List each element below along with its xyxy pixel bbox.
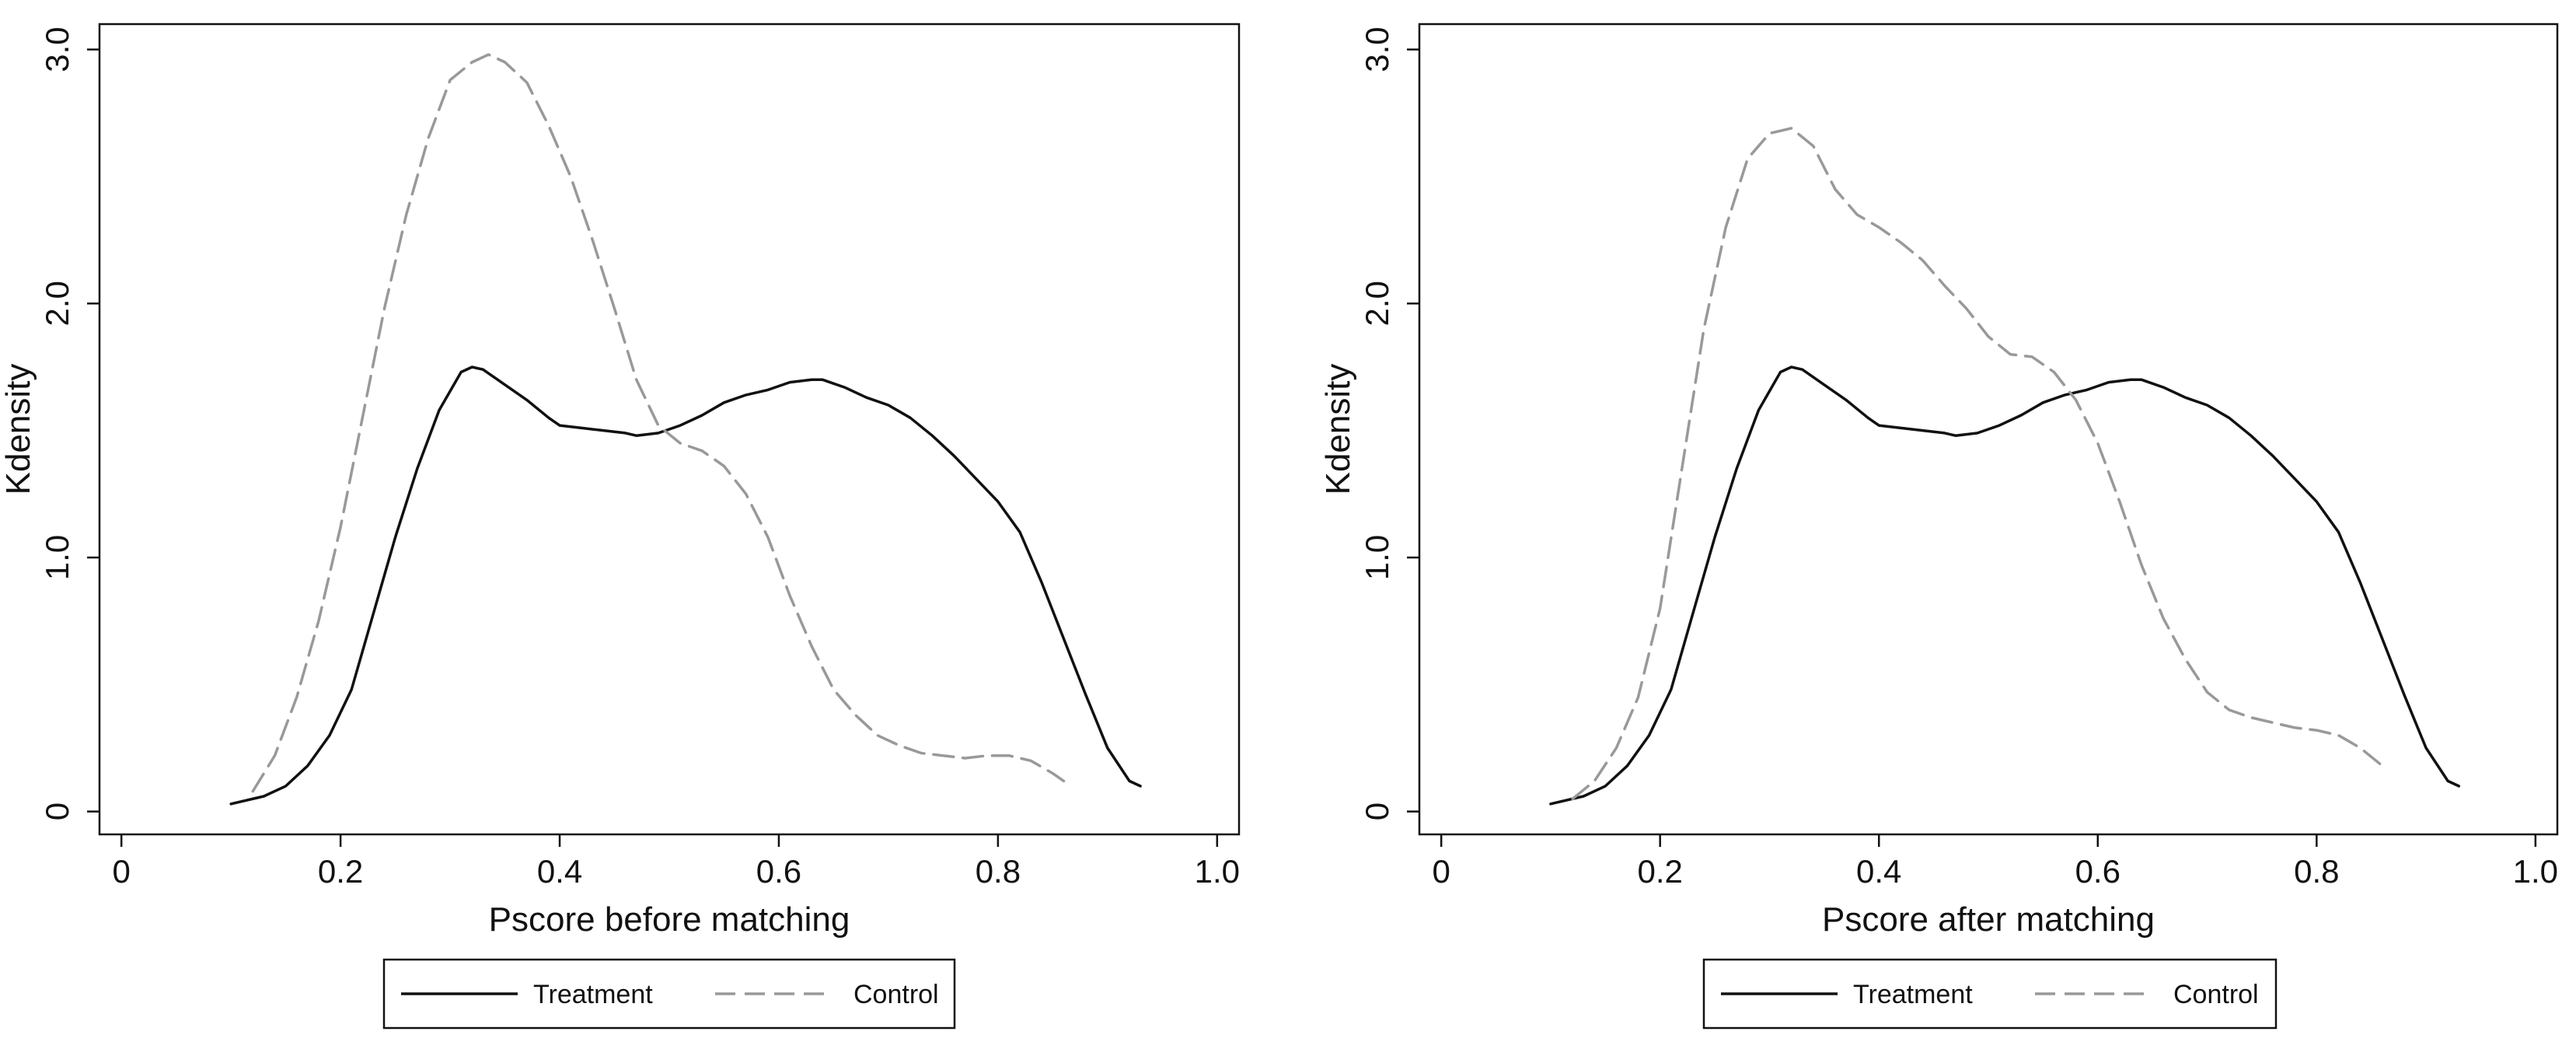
- x-tick-label: 0.4: [537, 853, 582, 890]
- x-tick-label: 1.0: [2513, 853, 2558, 890]
- x-tick-label: 0.2: [318, 853, 363, 890]
- panel-after-matching: 0 0.2 0.4 0.6 0.8 1.0 0 1.0 2.0 3.0 Pscore after m…: [1319, 23, 2559, 1030]
- y-tick-label: 3.0: [39, 26, 75, 72]
- x-tick-label: 0.4: [1856, 853, 1901, 890]
- y-tick-label: 0: [39, 802, 75, 820]
- y-tick-label: 0: [1359, 802, 1395, 820]
- series-line-treatment: [1549, 365, 2461, 806]
- x-tick-label: 0: [113, 853, 131, 890]
- y-tick-label: 1.0: [39, 535, 75, 580]
- x-axis-title: Pscore before matching: [489, 900, 850, 939]
- legend-label-treatment: Treatment: [1853, 980, 1973, 1009]
- x-axis-title: Pscore after matching: [1822, 900, 2155, 939]
- panel-before-matching: 0 0.2 0.4 0.6 0.8 1.0 0 1.0 2.0 3.0 Pscore before …: [0, 23, 1241, 1030]
- x-tick-label: 0.8: [2294, 853, 2339, 890]
- y-tick-label: 3.0: [1359, 26, 1395, 72]
- plot-frame: [98, 23, 1241, 836]
- x-tick-label: 0.6: [2075, 853, 2120, 890]
- x-tick-label: 0.2: [1637, 853, 1682, 890]
- plot-frame: [1418, 23, 2559, 836]
- y-tick-label: 1.0: [1359, 535, 1395, 580]
- y-axis-title: Kdensity: [0, 364, 37, 495]
- y-axis-title: Kdensity: [1319, 364, 1357, 495]
- legend-label-treatment: Treatment: [533, 980, 653, 1009]
- series-line-treatment: [229, 365, 1142, 806]
- y-tick-label: 2.0: [39, 281, 75, 326]
- series-line-control: [251, 53, 1066, 793]
- x-tick-label: 1.0: [1195, 853, 1240, 890]
- legend-label-control: Control: [853, 980, 939, 1009]
- legend-label-control: Control: [2173, 980, 2259, 1009]
- y-tick-label: 2.0: [1359, 281, 1395, 326]
- x-tick-label: 0.8: [976, 853, 1021, 890]
- x-tick-label: 0.6: [756, 853, 801, 890]
- x-tick-label: 0: [1432, 853, 1450, 890]
- series-line-control: [1571, 127, 2384, 801]
